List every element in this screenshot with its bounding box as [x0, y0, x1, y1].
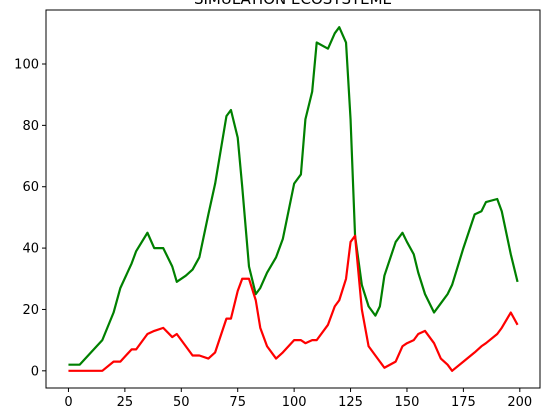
series-line-1: [68, 234, 519, 372]
plot-frame: [45, 9, 541, 389]
y-tick-label: 40: [22, 242, 39, 257]
x-tick-label: 0: [64, 395, 72, 410]
x-tick-label: 25: [117, 395, 134, 410]
y-tick-label: 20: [22, 303, 39, 318]
y-tick-label: 60: [22, 180, 39, 195]
x-tick-label: 150: [395, 395, 420, 410]
x-tick-label: 100: [282, 395, 307, 410]
x-tick-label: 75: [229, 395, 246, 410]
x-tick-label: 200: [507, 395, 532, 410]
y-tick-label: 100: [14, 58, 39, 73]
x-tick-label: 125: [338, 395, 363, 410]
series-line-0: [68, 26, 519, 366]
x-tick-label: 50: [173, 395, 190, 410]
ticks-layer: 0 25 50 75 100 125 150 175 200 0 20 40 60 80 100: [14, 58, 532, 411]
y-tick-label: 0: [31, 364, 39, 379]
x-tick-label: 175: [451, 395, 476, 410]
y-tick-label: 80: [22, 119, 39, 134]
chart-title: SIMULATION ECOSYSTEME: [194, 0, 392, 8]
series-layer: [68, 26, 519, 372]
